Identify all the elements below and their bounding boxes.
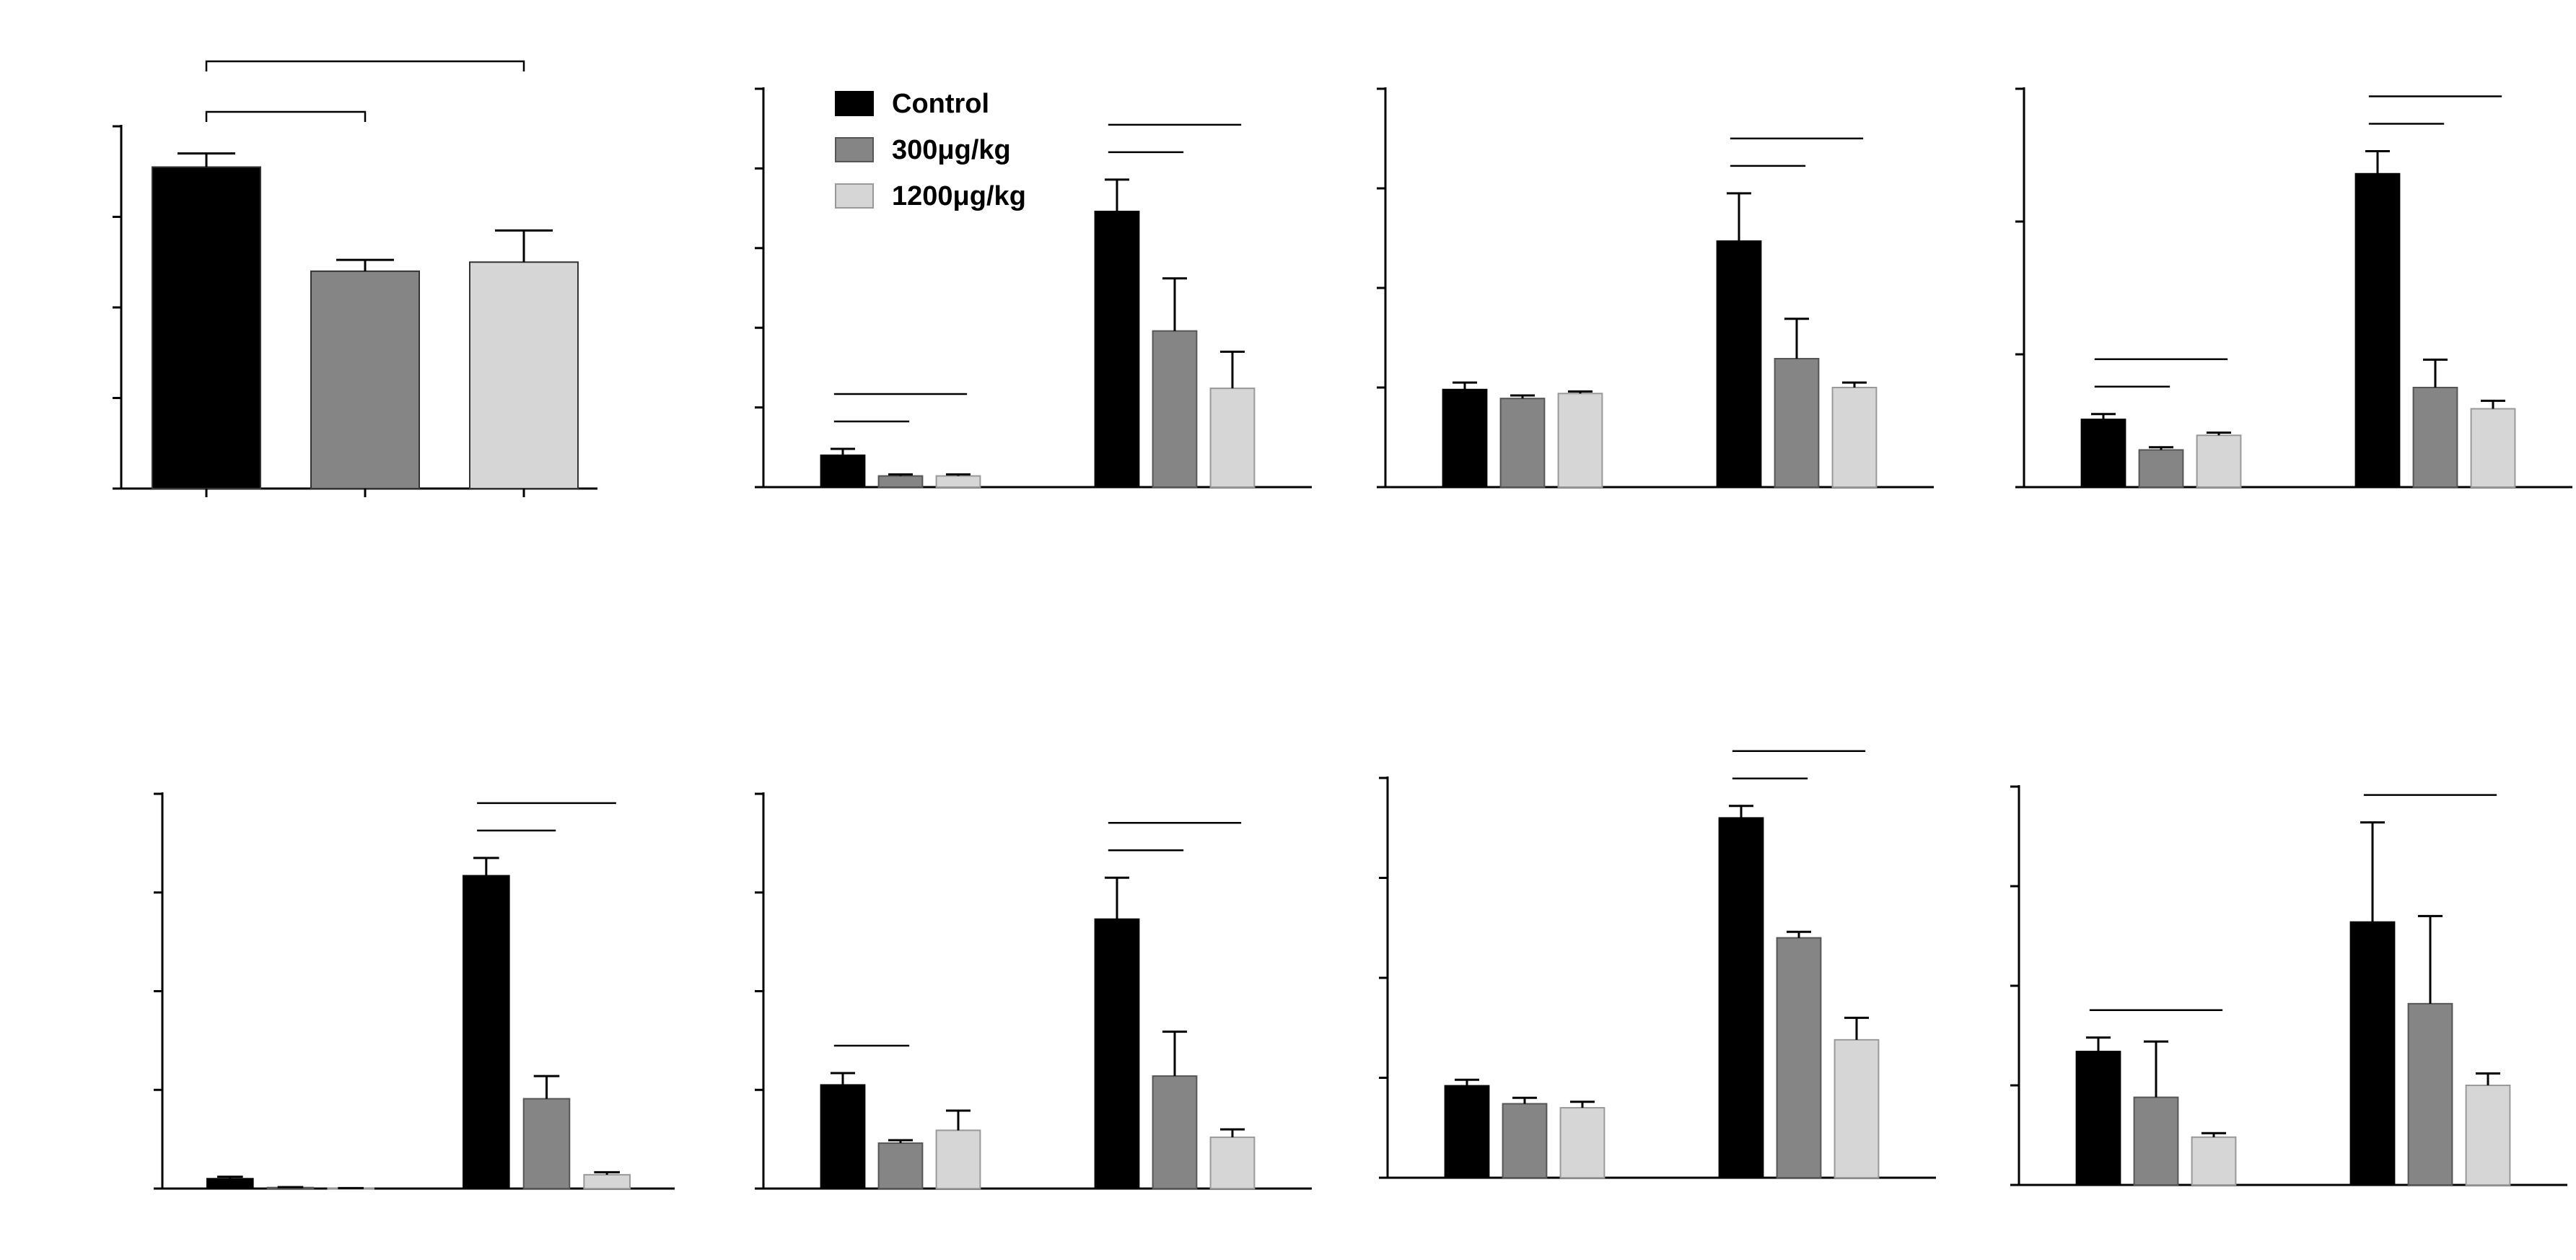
bar — [1444, 1085, 1490, 1178]
bar — [1831, 387, 1878, 488]
bar — [2075, 1051, 2121, 1186]
bar — [2354, 172, 2401, 488]
legend-swatch-300 — [835, 137, 874, 162]
bar — [877, 475, 924, 489]
chart-panel-g — [2010, 785, 2567, 1186]
bar — [310, 270, 420, 489]
bar — [1834, 1038, 1880, 1178]
significance-bracket — [205, 60, 525, 71]
chart-panel-f — [1379, 750, 1936, 1179]
bar — [1776, 937, 1822, 1178]
bar — [1774, 357, 1820, 489]
bar — [2191, 1136, 2237, 1186]
legend-label-300: 300μg/kg — [892, 135, 1011, 165]
bar — [2470, 408, 2516, 488]
bar — [877, 1142, 924, 1189]
bar — [2412, 387, 2458, 488]
chart-panel-e — [755, 792, 1312, 1190]
bar — [469, 261, 579, 489]
bar — [2349, 921, 2396, 1186]
bar — [1094, 918, 1140, 1189]
bar — [820, 454, 866, 489]
bar — [522, 1098, 571, 1189]
chart-panel-c — [1377, 87, 1934, 489]
bar — [2465, 1085, 2511, 1186]
bar — [1502, 1103, 1548, 1179]
chart-panel-a — [113, 60, 597, 497]
bar — [2133, 1096, 2179, 1186]
bar — [206, 1178, 254, 1189]
bar — [2080, 419, 2126, 488]
bar — [1442, 388, 1488, 489]
bar — [1559, 1107, 1605, 1179]
bar — [1209, 1136, 1256, 1190]
bar — [1499, 398, 1546, 488]
bar — [1094, 211, 1140, 488]
bar — [152, 166, 261, 489]
chart-panel-d1 — [2015, 87, 2572, 489]
bar — [820, 1084, 866, 1189]
legend: Control 300μg/kg 1200μg/kg — [835, 89, 1026, 211]
bar — [1718, 817, 1764, 1179]
significance-bracket — [205, 110, 367, 122]
chart-panel-d2 — [154, 792, 675, 1190]
bar — [935, 1129, 981, 1190]
bar — [2407, 1002, 2453, 1186]
bar — [463, 875, 510, 1189]
legend-label-control: Control — [892, 89, 989, 119]
bar — [1152, 1075, 1198, 1189]
bar — [935, 475, 981, 489]
chart-panel-b — [755, 87, 1312, 489]
bar — [1716, 240, 1762, 488]
legend-label-1200: 1200μg/kg — [892, 181, 1026, 211]
bar — [1557, 393, 1603, 489]
legend-swatch-control — [835, 91, 874, 116]
bar — [1152, 330, 1198, 488]
bar — [1209, 388, 1256, 488]
bar — [2196, 434, 2242, 488]
legend-swatch-1200 — [835, 183, 874, 209]
bar — [2138, 449, 2184, 488]
bar — [583, 1173, 631, 1189]
